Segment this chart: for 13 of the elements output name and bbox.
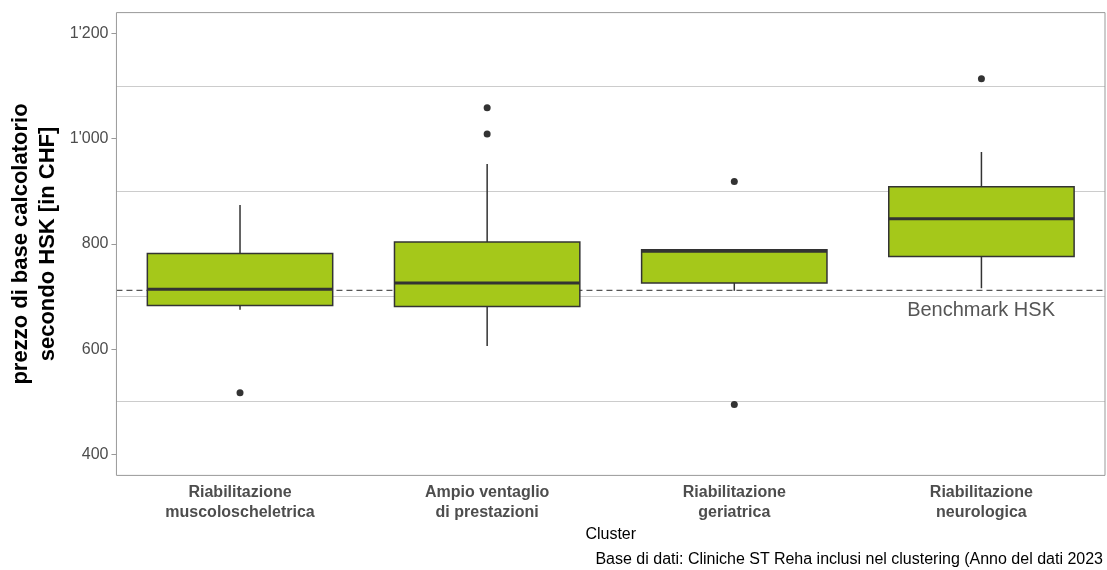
y-tick-label: 600 <box>81 339 109 357</box>
y-tick-label: 400 <box>81 444 109 462</box>
y-tick-label: 1'200 <box>69 24 109 42</box>
x-tick-label: Riabilitazione neurologica <box>929 483 1034 520</box>
x-tick-label: Riabilitazione muscoloscheletrica <box>165 483 315 520</box>
ref-line-label: Benchmark HSK <box>907 297 1056 320</box>
x-tick-label: Riabilitazione geriatrica <box>682 483 786 520</box>
y-tick-label: 800 <box>81 234 109 252</box>
text: Base di dati: Cliniche ST Reha inclusi nel clustering (Anno del dati 2023 <box>595 550 1104 568</box>
y-axis-title: prezzo di base calcolatorio secondo HSK [in CHF] <box>7 103 59 385</box>
x-tick-label: Ampio ventaglio di prestazioni <box>424 483 550 520</box>
y-tick-label: 1'000 <box>69 129 109 147</box>
x-axis-title: Cluster <box>585 524 637 542</box>
